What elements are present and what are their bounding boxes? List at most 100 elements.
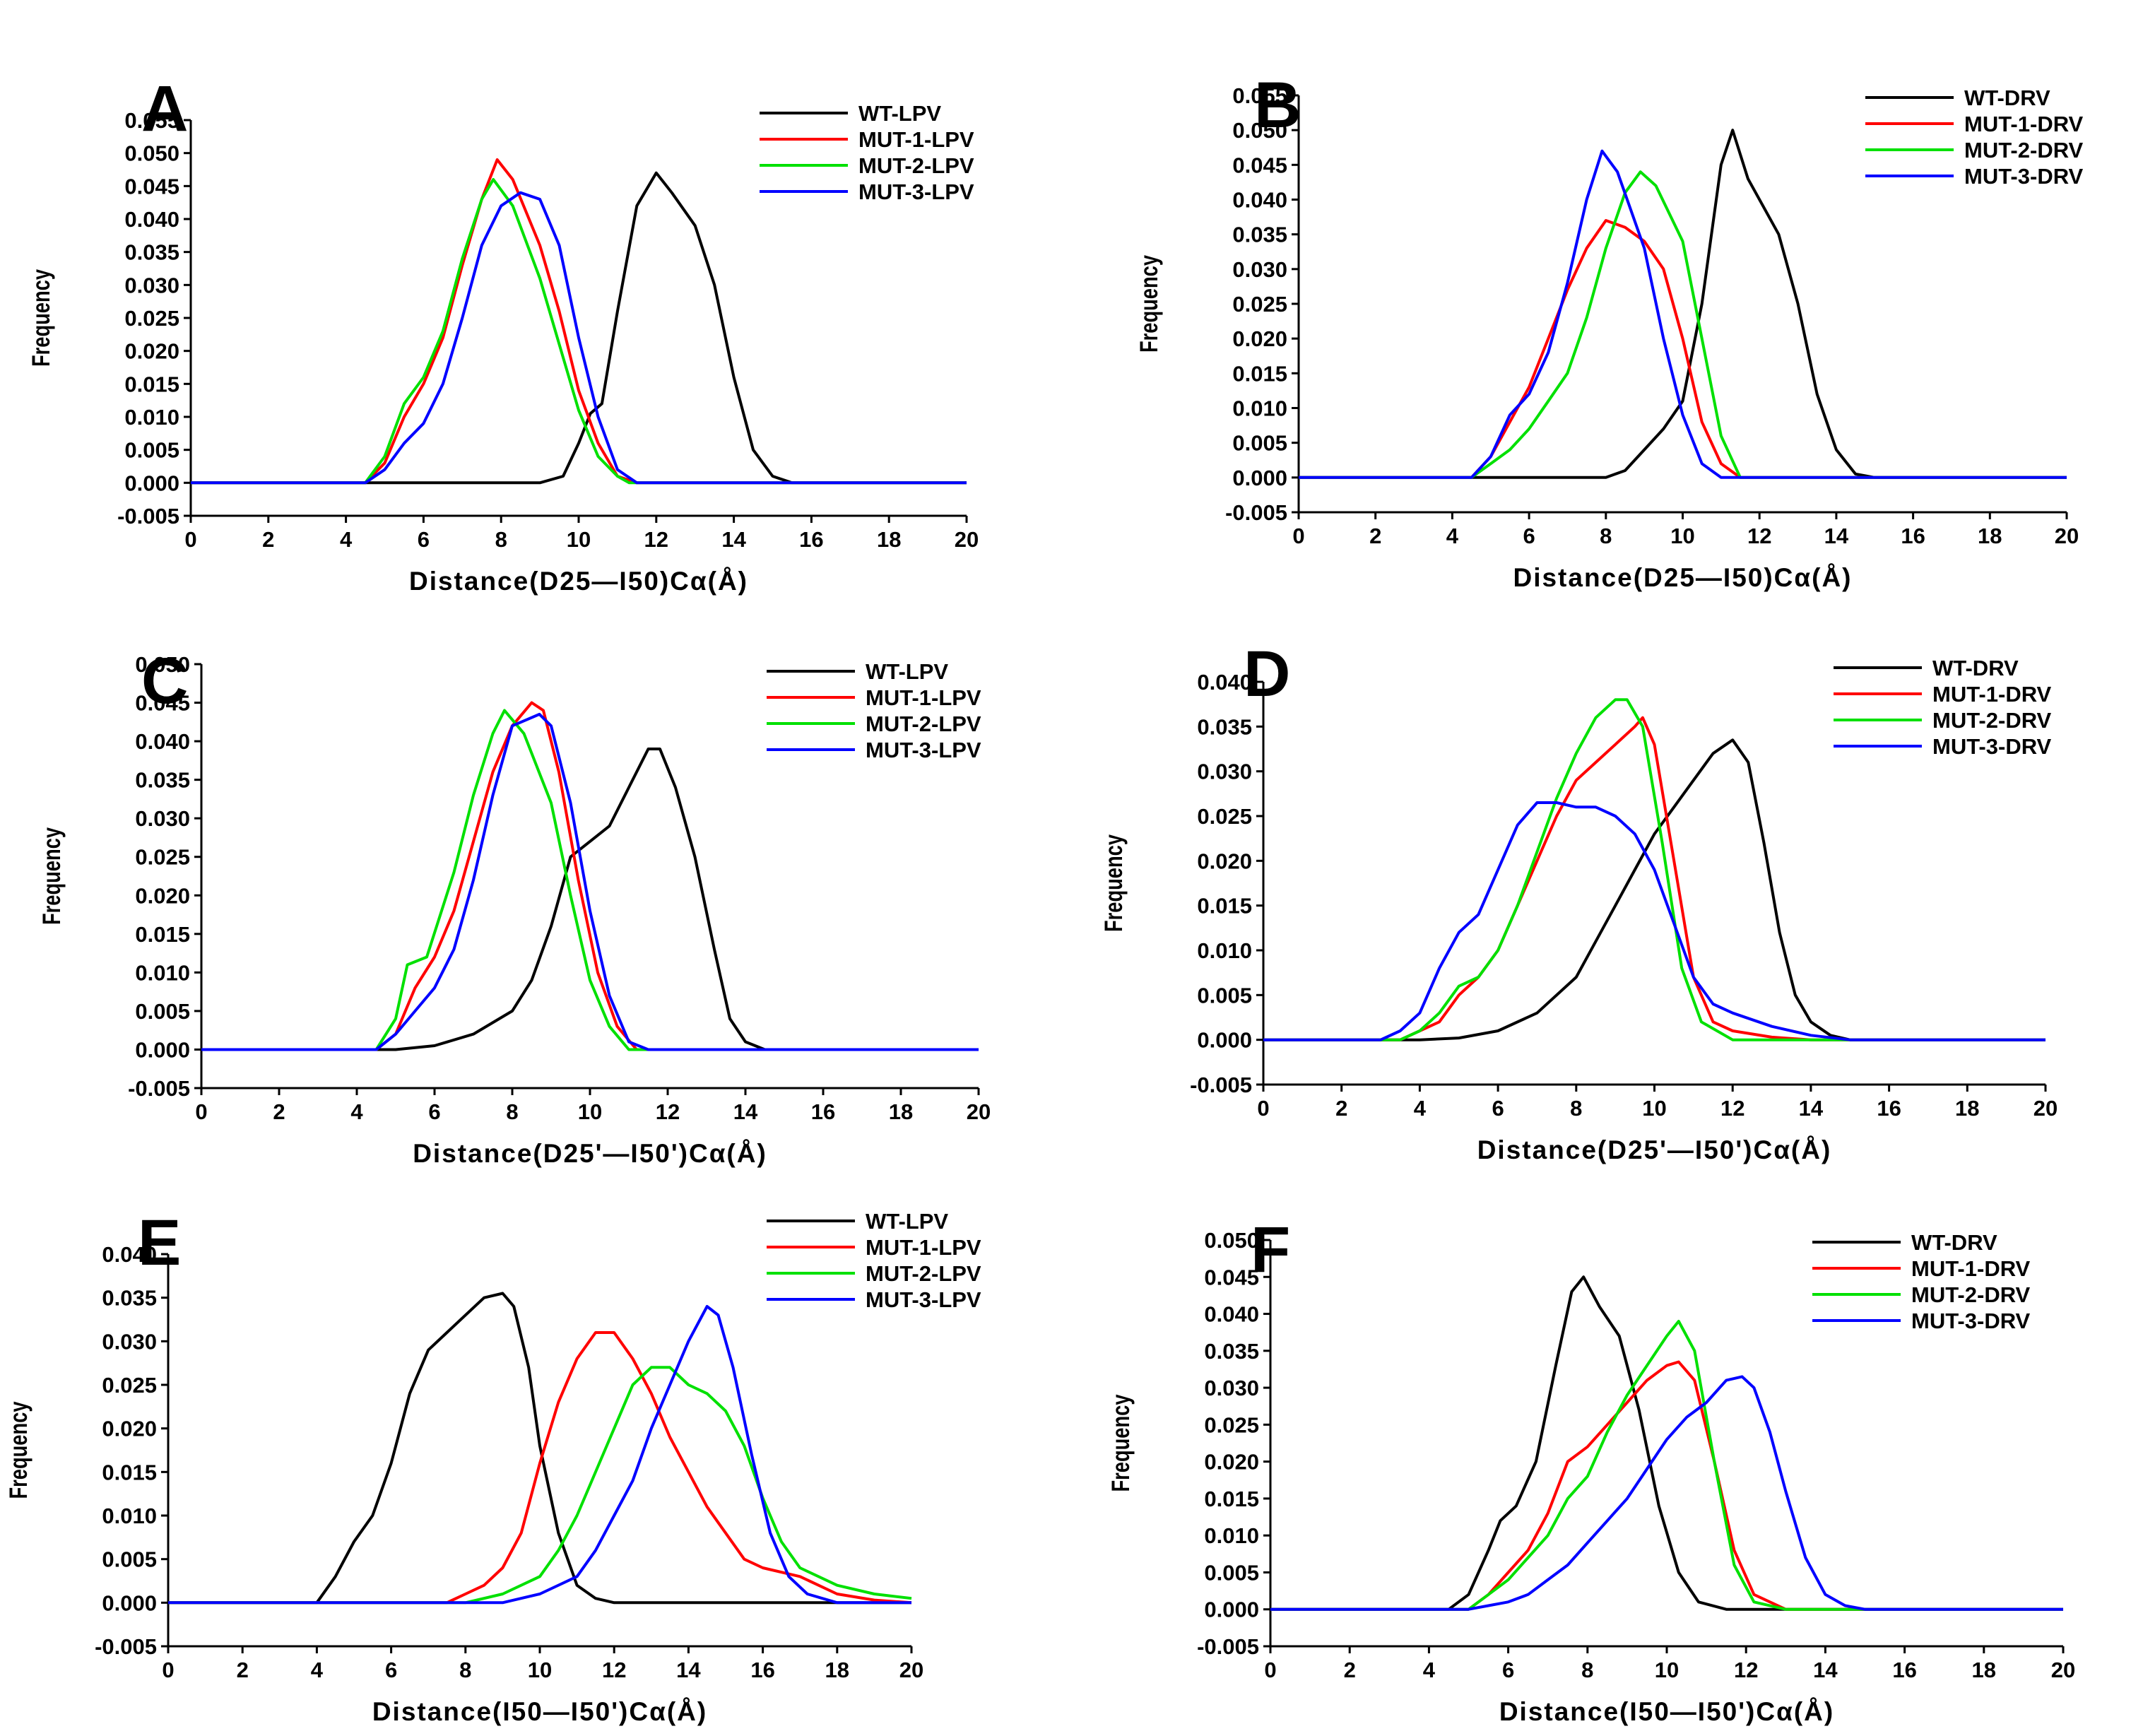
x-tick-label: 12 [602, 1658, 626, 1682]
panel-letter: E [138, 1207, 181, 1279]
x-axis-label: Distance(D25'—I50')Cα(Å) [413, 1139, 767, 1168]
series-line-mut-3-lpv [168, 1305, 911, 1605]
legend-label: MUT-2-DRV [1932, 708, 2052, 733]
x-tick-label: 8 [1570, 1096, 1582, 1121]
series-line-wt-lpv [191, 171, 967, 485]
panel-A: A 0 2 4 6 8 10 12 14 16 18 20 -0.005 0.000 0.005 0.010 0… [28, 73, 979, 596]
series-line-mut-3-drv [1270, 1375, 2063, 1611]
series-line-wt-drv [1270, 1275, 2063, 1611]
y-tick-label: 0.025 [1204, 1412, 1259, 1437]
y-tick-label: 0.055 [124, 108, 179, 133]
x-tick-label: 2 [1369, 524, 1381, 548]
series-line-mut-3-drv [1263, 801, 2046, 1041]
panel-B: B0 2 4 6 8 10 12 14 16 18 20-0.0050.0000.0050.0100… [1135, 69, 2084, 592]
y-tick-label: 0.055 [1232, 83, 1287, 108]
x-tick-label: 2 [273, 1099, 285, 1124]
x-tick-label: 16 [1877, 1096, 1901, 1121]
series-line-mut-2-drv [1263, 698, 2046, 1041]
x-tick-label: 6 [385, 1658, 397, 1682]
y-tick-label: 0.000 [124, 471, 179, 495]
y-axis-label: Frequency [1135, 255, 1163, 353]
x-tick-label: 20 [955, 527, 979, 552]
x-tick-label: 4 [1423, 1658, 1436, 1682]
y-tick-label: 0.035 [124, 240, 179, 265]
y-tick-label: 0.030 [1204, 1376, 1259, 1400]
series-line-mut-2-lpv [168, 1366, 912, 1605]
x-tick-label: 12 [1747, 524, 1771, 548]
x-tick-label: 18 [1955, 1096, 1979, 1121]
series-line-mut-1-drv [1263, 716, 2046, 1041]
legend-label: MUT-3-LPV [866, 738, 981, 762]
legend-label: WT-LPV [866, 659, 948, 684]
x-axis-label: Distance(D25'—I50')Cα(Å) [1477, 1135, 1832, 1164]
legend-label: MUT-1-LPV [866, 685, 981, 710]
x-tick-label: 16 [1892, 1658, 1916, 1682]
y-tick-label: -0.005 [1197, 1634, 1259, 1659]
x-tick-label: 14 [1824, 524, 1849, 548]
legend-label: MUT-2-LPV [858, 153, 974, 178]
panel-E: E 0 2 4 6 8 10 12 14 16 18 20 -0.005 0.000 0.005 0.010 0… [5, 1207, 981, 1726]
y-tick-label: 0.005 [124, 438, 179, 463]
y-tick-label: -0.005 [95, 1634, 157, 1659]
y-tick-label: 0.045 [1204, 1265, 1259, 1289]
x-tick-label: 10 [528, 1658, 552, 1682]
x-tick-label: 2 [262, 527, 274, 552]
x-tick-label: 18 [877, 527, 901, 552]
y-tick-label: 0.015 [1232, 361, 1287, 386]
x-tick-label: 0 [162, 1658, 174, 1682]
x-tick-label: 14 [1813, 1658, 1838, 1682]
x-tick-label: 12 [1734, 1658, 1758, 1682]
x-tick-label: 6 [428, 1099, 440, 1124]
x-tick-label: 20 [967, 1099, 991, 1124]
x-tick-label: 12 [1720, 1096, 1745, 1121]
legend-label: MUT-3-DRV [1911, 1309, 2031, 1333]
legend-label: MUT-1-DRV [1932, 682, 2052, 707]
y-tick-label: 0.050 [1232, 118, 1287, 143]
y-tick-label: 0.010 [1204, 1523, 1259, 1548]
y-tick-label: 0.030 [1232, 257, 1287, 282]
x-tick-label: 0 [195, 1099, 207, 1124]
y-tick-label: -0.005 [1225, 500, 1287, 525]
x-tick-label: 20 [899, 1658, 923, 1682]
x-tick-label: 14 [676, 1658, 701, 1682]
x-tick-label: 12 [656, 1099, 680, 1124]
x-tick-label: 8 [1600, 524, 1612, 548]
series-line-mut-3-drv [1299, 149, 2067, 479]
y-tick-label: 0.010 [102, 1504, 157, 1528]
x-tick-label: 18 [889, 1099, 913, 1124]
y-tick-label: 0.000 [1197, 1028, 1252, 1053]
y-tick-label: 0.045 [1232, 153, 1287, 177]
y-tick-label: 0.040 [1232, 188, 1287, 213]
y-tick-label: 0.030 [135, 806, 190, 831]
x-tick-label: 0 [1257, 1096, 1269, 1121]
y-tick-label: 0.020 [124, 339, 179, 364]
x-tick-label: 14 [733, 1099, 758, 1124]
legend-label: WT-DRV [1911, 1230, 1997, 1255]
y-tick-label: 0.015 [102, 1460, 157, 1484]
y-tick-label: 0.020 [1204, 1450, 1259, 1475]
legend-label: MUT-1-DRV [1964, 112, 2084, 136]
x-tick-label: 14 [1799, 1096, 1824, 1121]
y-tick-label: 0.040 [1197, 670, 1252, 695]
y-tick-label: 0.025 [1197, 804, 1252, 829]
x-tick-label: 20 [2055, 524, 2079, 548]
series-line-wt-drv [1299, 129, 2067, 479]
legend-label: MUT-3-LPV [858, 179, 974, 204]
x-tick-label: 18 [1978, 524, 2002, 548]
y-tick-label: -0.005 [128, 1076, 190, 1101]
y-tick-label: 0.015 [1197, 894, 1252, 919]
series-line-mut-1-drv [1299, 219, 2067, 479]
y-tick-label: 0.000 [1204, 1598, 1259, 1622]
y-tick-label: 0.010 [124, 405, 179, 430]
x-axis-label: Distance(I50—I50')Cα(Å) [372, 1697, 707, 1726]
x-tick-label: 0 [1264, 1658, 1276, 1682]
legend-label: MUT-3-DRV [1964, 164, 2084, 189]
x-tick-label: 0 [1292, 524, 1304, 548]
series-line-mut-2-lpv [201, 709, 979, 1051]
y-tick-label: 0.035 [1232, 223, 1287, 247]
y-tick-label: 0.025 [124, 306, 179, 331]
x-tick-label: 6 [418, 527, 430, 552]
